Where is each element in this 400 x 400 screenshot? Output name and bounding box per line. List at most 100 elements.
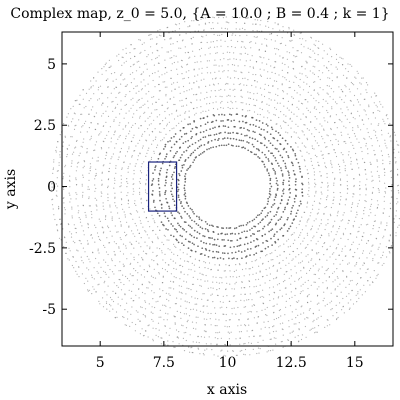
- scatter-point: [231, 34, 233, 36]
- scatter-point: [262, 339, 264, 341]
- scatter-point: [90, 135, 92, 137]
- scatter-point: [79, 94, 81, 96]
- scatter-point: [217, 139, 219, 142]
- scatter-point: [343, 312, 345, 314]
- scatter-point: [334, 152, 336, 154]
- scatter-point: [205, 343, 207, 345]
- scatter-point: [123, 211, 125, 213]
- scatter-point: [153, 292, 155, 294]
- scatter-point: [280, 267, 282, 269]
- scatter-point: [205, 249, 208, 251]
- scatter-point: [326, 173, 328, 175]
- scatter-point: [74, 227, 76, 229]
- scatter-point: [235, 145, 238, 148]
- scatter-point: [52, 167, 55, 169]
- scatter-point: [273, 305, 275, 307]
- scatter-point: [165, 197, 167, 200]
- scatter-point: [88, 179, 90, 181]
- scatter-point: [266, 63, 268, 65]
- scatter-point: [313, 81, 315, 83]
- scatter-point: [300, 243, 302, 245]
- scatter-point: [170, 287, 172, 289]
- scatter-point: [78, 276, 80, 278]
- scatter-point: [288, 80, 290, 82]
- scatter-point: [56, 195, 58, 197]
- scatter-point: [350, 271, 352, 273]
- scatter-point: [226, 306, 228, 309]
- scatter-point: [201, 67, 203, 69]
- scatter-point: [86, 152, 88, 154]
- scatter-point: [248, 324, 250, 326]
- scatter-point: [167, 313, 169, 315]
- scatter-point: [141, 147, 144, 149]
- scatter-point: [174, 346, 176, 348]
- scatter-point: [85, 277, 87, 279]
- scatter-point: [261, 62, 263, 64]
- scatter-point: [111, 258, 113, 260]
- scatter-point: [246, 128, 249, 131]
- scatter-point: [230, 39, 232, 42]
- scatter-point: [274, 99, 276, 101]
- scatter-point: [82, 98, 84, 100]
- scatter-point: [95, 112, 97, 114]
- scatter-point: [355, 216, 357, 218]
- scatter-point: [166, 125, 168, 127]
- scatter-point: [301, 155, 303, 157]
- scatter-point: [171, 90, 173, 92]
- scatter-point: [228, 332, 231, 334]
- scatter-point: [298, 329, 300, 331]
- scatter-point: [120, 175, 122, 177]
- scatter-point: [88, 113, 90, 115]
- scatter-point: [151, 59, 153, 61]
- scatter-point: [299, 234, 301, 236]
- scatter-point: [179, 258, 182, 260]
- scatter-point: [110, 158, 112, 160]
- scatter-point: [284, 279, 286, 282]
- scatter-point: [276, 303, 278, 305]
- scatter-point: [273, 233, 276, 236]
- x-axis-ticks: 5 7.5 10 12.5 15: [96, 32, 364, 371]
- scatter-point: [340, 57, 343, 59]
- scatter-point: [178, 159, 180, 162]
- scatter-point: [362, 236, 364, 238]
- scatter-point: [82, 247, 84, 249]
- scatter-point: [201, 35, 203, 38]
- scatter-point: [233, 58, 235, 60]
- scatter-point: [342, 58, 344, 60]
- scatter-point: [102, 297, 104, 299]
- scatter-point: [388, 239, 390, 241]
- scatter-point: [294, 75, 296, 77]
- scatter-point: [319, 78, 321, 81]
- scatter-point: [128, 226, 130, 228]
- scatter-point: [117, 286, 119, 288]
- scatter-point: [131, 243, 133, 246]
- scatter-point: [157, 70, 159, 72]
- scatter-point: [169, 57, 171, 59]
- scatter-point: [208, 47, 210, 49]
- scatter-point: [259, 107, 261, 109]
- scatter-point: [193, 159, 196, 161]
- scatter-point: [171, 57, 173, 59]
- scatter-point: [175, 246, 177, 248]
- scatter-point: [288, 174, 290, 176]
- scatter-point: [322, 154, 324, 156]
- scatter-point: [87, 188, 89, 190]
- scatter-point: [313, 220, 315, 222]
- scatter-point: [90, 80, 92, 82]
- scatter-point: [259, 296, 261, 298]
- scatter-point: [361, 119, 364, 121]
- scatter-point: [336, 76, 338, 78]
- scatter-point: [298, 204, 301, 207]
- scatter-point: [155, 334, 157, 336]
- scatter-point: [276, 276, 278, 278]
- scatter-point: [325, 206, 328, 208]
- scatter-point: [180, 298, 182, 300]
- scatter-point: [268, 230, 270, 233]
- scatter-point: [222, 295, 224, 297]
- scatter-point: [324, 162, 326, 164]
- scatter-point: [225, 313, 227, 316]
- scatter-point: [225, 227, 228, 229]
- scatter-point: [276, 187, 279, 190]
- scatter-point: [153, 260, 155, 262]
- scatter-point: [398, 224, 400, 226]
